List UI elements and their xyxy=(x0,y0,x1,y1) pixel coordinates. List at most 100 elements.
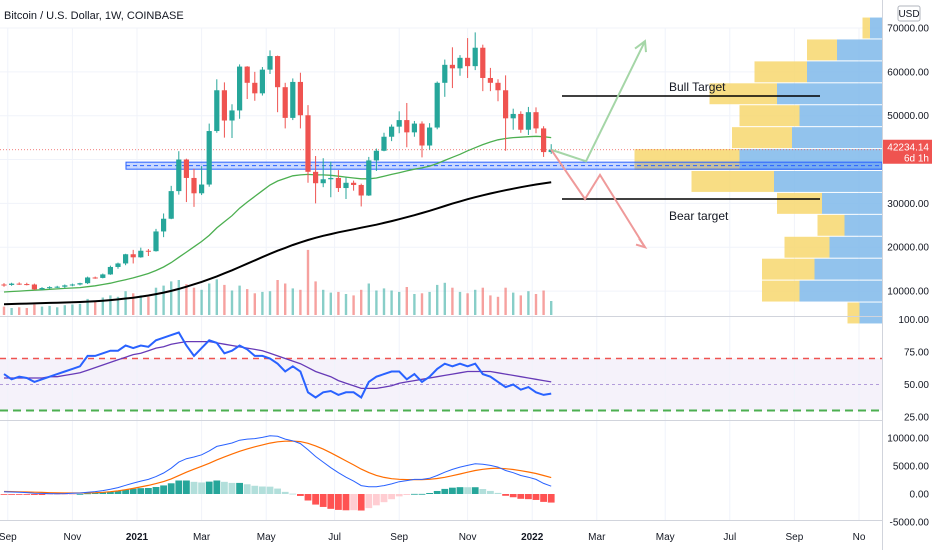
rsi-line xyxy=(3,331,552,399)
candle xyxy=(229,104,235,139)
volume-profile-up xyxy=(777,83,882,105)
candle xyxy=(130,249,136,264)
volume-profile-up xyxy=(814,258,882,280)
volume-bar xyxy=(2,306,6,315)
rsi-signal-line xyxy=(4,340,552,390)
macd-histogram-bar xyxy=(84,493,91,495)
current-price-value: 42234.14 xyxy=(887,143,929,154)
macd-histogram-bar xyxy=(304,494,312,501)
candle xyxy=(123,253,129,266)
price-axis-label: 25.00 xyxy=(904,413,929,424)
volume-bar xyxy=(261,291,264,315)
price-axis-label: 30000.00 xyxy=(887,199,929,210)
macd-histogram-bar xyxy=(23,494,31,495)
price-axis-label: -5000.00 xyxy=(890,518,930,529)
candle-body xyxy=(465,57,471,67)
time-axis-label: Sep xyxy=(0,532,17,543)
candle xyxy=(358,183,364,207)
volume-bar xyxy=(215,279,218,315)
candle xyxy=(442,59,448,97)
candle-body xyxy=(427,127,433,146)
macd-histogram-bar xyxy=(517,494,525,499)
volume-profile-down xyxy=(634,149,740,170)
macd-histogram-bar xyxy=(403,494,411,496)
volume-bar xyxy=(230,290,234,315)
time-axis-label: Sep xyxy=(786,532,804,543)
candle xyxy=(145,248,151,256)
candle-body xyxy=(252,82,258,94)
volume-bar xyxy=(94,301,97,315)
currency-button-label[interactable]: USD xyxy=(898,9,919,20)
candle-body xyxy=(290,81,296,118)
macd-histogram-bar xyxy=(547,494,555,503)
candle-body xyxy=(183,159,189,178)
projection-arrows[interactable] xyxy=(550,39,648,249)
volume-profile-down xyxy=(777,192,822,214)
currency-button[interactable]: USD xyxy=(897,5,921,22)
time-axis-label: Nov xyxy=(64,532,82,543)
candle xyxy=(465,38,471,78)
volume-bar xyxy=(519,295,522,315)
candle-body xyxy=(168,191,174,219)
volume-bar xyxy=(284,283,287,315)
candle xyxy=(92,276,98,279)
volume-bar xyxy=(337,291,340,315)
time-axis-label: Jul xyxy=(723,532,736,543)
bull-projection-arrow[interactable] xyxy=(550,40,646,163)
currency-button-frame[interactable] xyxy=(897,5,921,22)
candle xyxy=(24,282,30,286)
candle-body xyxy=(275,56,281,88)
volume-bar xyxy=(139,295,142,315)
volume-bar xyxy=(542,290,545,315)
macd-histogram-bar xyxy=(464,487,471,494)
volume-bar xyxy=(116,296,120,315)
volume-bar xyxy=(56,307,59,315)
candle-body xyxy=(404,120,410,133)
macd-histogram-bar xyxy=(61,494,69,495)
candle-body xyxy=(85,277,91,284)
candle xyxy=(457,55,463,76)
volume-profile-down xyxy=(691,171,774,192)
candle xyxy=(252,71,258,101)
macd-histogram-bar xyxy=(274,488,281,494)
candle-body xyxy=(244,66,250,83)
price-axis[interactable]: 10000.0020000.0030000.0040000.0050000.00… xyxy=(883,0,932,550)
candle xyxy=(297,72,303,129)
candle-body xyxy=(115,263,121,267)
candle xyxy=(100,273,106,279)
candle xyxy=(183,158,189,203)
candle xyxy=(47,286,53,289)
macd-histogram-bar xyxy=(69,494,76,495)
macd-histogram-bar xyxy=(411,493,418,495)
candle-body xyxy=(1,284,7,286)
bear-projection-arrow[interactable] xyxy=(550,149,646,248)
time-axis[interactable]: Sep Nov 2021 Mar May Jul Sep Nov 2022 Mar May Jul Se… xyxy=(0,532,866,543)
price-axis-label: 5000.00 xyxy=(893,462,930,473)
volume-bar xyxy=(147,296,150,315)
pane-separators[interactable] xyxy=(0,0,883,550)
volume-bar xyxy=(390,290,393,315)
volume-bar xyxy=(299,289,302,315)
volume-bar xyxy=(443,282,446,315)
macd-signal-line xyxy=(3,440,552,494)
candle xyxy=(77,282,83,286)
candle-body xyxy=(107,266,113,275)
bull-arrow-head[interactable] xyxy=(634,39,647,53)
volume-bar xyxy=(86,298,89,315)
bear-arrow-head[interactable] xyxy=(635,237,648,249)
candle xyxy=(191,168,197,207)
macd-histogram-bar xyxy=(236,482,243,494)
candle xyxy=(206,123,212,187)
volume-bar xyxy=(413,294,416,315)
price-axis-label: 20000.00 xyxy=(887,243,929,254)
macd-histogram-bar xyxy=(487,490,494,494)
volume-bar xyxy=(382,288,386,315)
candle-body xyxy=(358,184,364,196)
volume-bar xyxy=(451,287,454,315)
macd-histogram-bar xyxy=(494,492,502,494)
volume-bar xyxy=(306,249,310,315)
volume-profile-up xyxy=(829,236,882,258)
macd-histogram-bar xyxy=(456,487,464,494)
volume-bar xyxy=(420,293,424,315)
